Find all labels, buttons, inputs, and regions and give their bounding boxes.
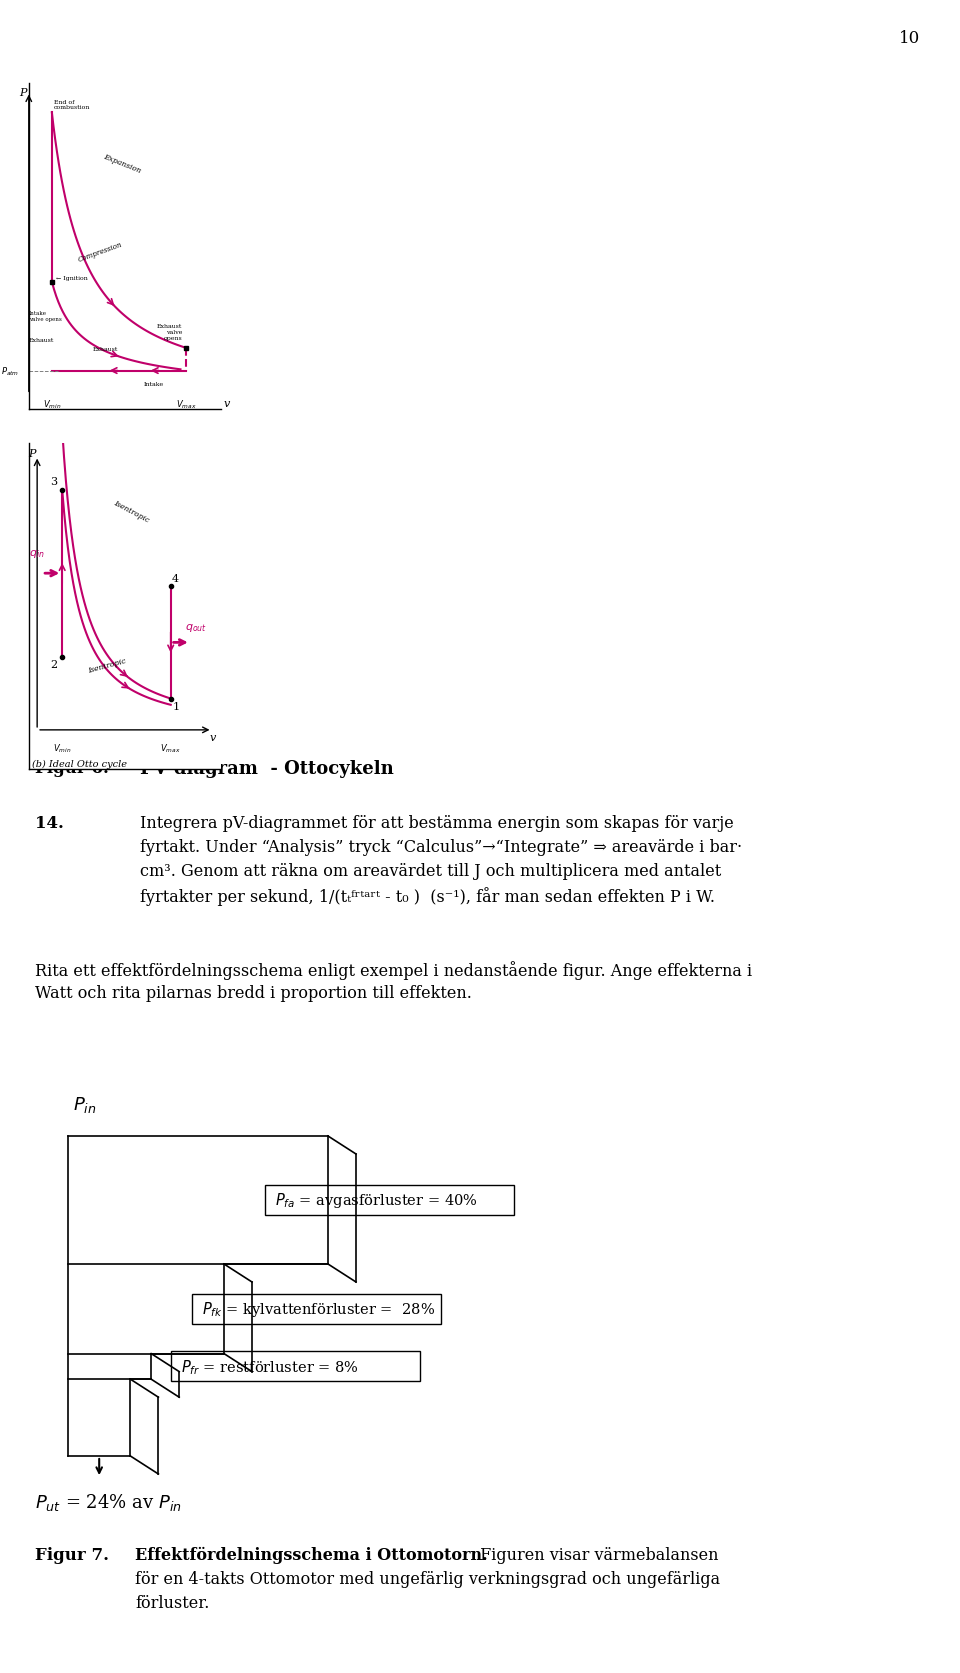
Text: för en 4-takts Ottomotor med ungefärlig verkningsgrad och ungefärliga: för en 4-takts Ottomotor med ungefärlig … (135, 1569, 720, 1588)
Text: Compression: Compression (77, 241, 123, 264)
Text: Effektfördelningsschema i Ottomotorn.: Effektfördelningsschema i Ottomotorn. (135, 1546, 488, 1563)
Text: 4: 4 (172, 574, 180, 584)
Text: 14.: 14. (35, 815, 64, 831)
Text: Exhaust
valve
opens: Exhaust valve opens (157, 325, 182, 341)
Text: v: v (224, 398, 229, 408)
Text: förluster.: förluster. (135, 1594, 209, 1611)
Text: Rita ett effektfördelningsschema enligt exempel i nedanstående figur. Ange effek: Rita ett effektfördelningsschema enligt … (35, 960, 752, 979)
Text: $V_{max}$: $V_{max}$ (176, 398, 197, 410)
Text: $P_{fk}$ = kylvattenförluster =  28%: $P_{fk}$ = kylvattenförluster = 28% (203, 1300, 435, 1318)
Text: 3: 3 (50, 477, 58, 487)
Text: $V_{max}$: $V_{max}$ (160, 743, 181, 755)
Text: PV-diagram  - Ottocykeln: PV-diagram - Ottocykeln (140, 760, 394, 778)
Text: Figur 6.: Figur 6. (35, 760, 108, 776)
FancyBboxPatch shape (192, 1293, 442, 1323)
Text: (b) Ideal Otto cycle: (b) Ideal Otto cycle (32, 760, 127, 770)
Text: Figur 7.: Figur 7. (35, 1546, 109, 1563)
Text: Intake: Intake (144, 381, 163, 386)
Text: Isentropic: Isentropic (87, 657, 128, 674)
Text: fyrtakt. Under “Analysis” tryck “Calculus”→“Integrate” ⇒ areavärde i bar·: fyrtakt. Under “Analysis” tryck “Calculu… (140, 838, 742, 855)
Text: Expansion: Expansion (102, 152, 142, 174)
Text: $V_{min}$: $V_{min}$ (53, 743, 71, 755)
Text: $P_{in}$: $P_{in}$ (73, 1094, 97, 1114)
Text: P: P (29, 448, 36, 458)
Text: Watt och rita pilarnas bredd i proportion till effekten.: Watt och rita pilarnas bredd i proportio… (35, 984, 472, 1002)
Text: $q_{out}$: $q_{out}$ (184, 622, 206, 634)
FancyBboxPatch shape (265, 1184, 514, 1215)
Text: End of
combustion: End of combustion (54, 100, 90, 110)
Text: $V_{min}$: $V_{min}$ (42, 398, 61, 410)
FancyBboxPatch shape (172, 1352, 420, 1382)
Text: Integrera pV-diagrammet för att bestämma energin som skapas för varje: Integrera pV-diagrammet för att bestämma… (140, 815, 733, 831)
Text: Exhaust: Exhaust (29, 338, 54, 343)
Text: $P_{ut}$ = 24% av $P_{in}$: $P_{ut}$ = 24% av $P_{in}$ (35, 1491, 181, 1512)
Text: Isentropic: Isentropic (112, 499, 151, 524)
Text: $P_{fa}$ = avgasförluster = 40%: $P_{fa}$ = avgasförluster = 40% (275, 1191, 478, 1210)
Text: $q_{in}$: $q_{in}$ (30, 547, 45, 559)
Text: 10: 10 (899, 30, 920, 47)
Text: Exhaust: Exhaust (93, 346, 118, 351)
Text: Figuren visar värmebalansen: Figuren visar värmebalansen (475, 1546, 718, 1563)
Text: $P_{fr}$ = restförluster = 8%: $P_{fr}$ = restförluster = 8% (181, 1357, 359, 1375)
Text: P: P (19, 87, 27, 97)
Text: cm³. Genom att räkna om areavärdet till J och multiplicera med antalet: cm³. Genom att räkna om areavärdet till … (140, 863, 721, 880)
Text: $P_{atm}$: $P_{atm}$ (1, 365, 19, 378)
Text: Intake
valve opens: Intake valve opens (29, 311, 61, 321)
Text: v: v (209, 733, 216, 743)
Text: 2: 2 (50, 659, 58, 669)
Text: ← Ignition: ← Ignition (56, 276, 87, 281)
Text: 1: 1 (172, 701, 180, 711)
Text: fyrtakter per sekund, 1/(tₜᶠʳᵗᵃʳᵗ - t₀ )  (s⁻¹), får man sedan effekten P i W.: fyrtakter per sekund, 1/(tₜᶠʳᵗᵃʳᵗ - t₀ )… (140, 887, 715, 905)
